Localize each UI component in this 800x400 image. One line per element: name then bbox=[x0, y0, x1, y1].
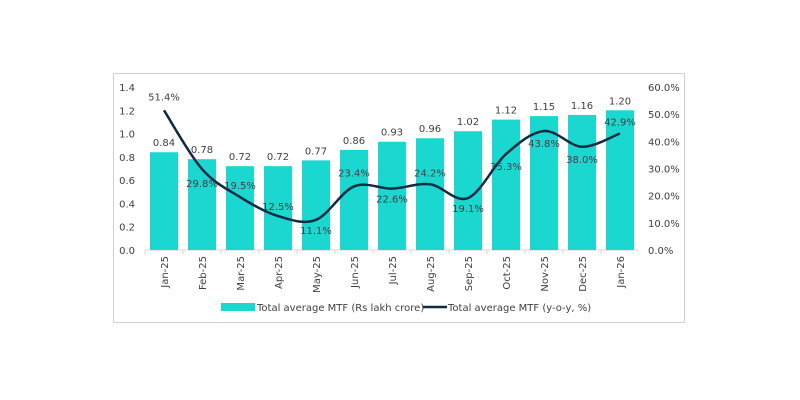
bar-data-label: 1.02 bbox=[457, 117, 479, 128]
right-axis-tick: 60.0% bbox=[648, 83, 680, 94]
bar-data-label: 0.72 bbox=[229, 152, 251, 163]
bar bbox=[492, 119, 520, 250]
x-axis-tick: Aug-25 bbox=[426, 256, 437, 292]
x-axis-tick: Dec-25 bbox=[578, 256, 589, 292]
line-data-label: 42.9% bbox=[604, 117, 636, 128]
right-axis-tick: 50.0% bbox=[648, 110, 680, 121]
line-data-label: 43.8% bbox=[528, 139, 560, 150]
x-axis-tick: Mar-25 bbox=[236, 256, 247, 291]
left-axis-tick: 0.8 bbox=[119, 153, 135, 164]
chart-frame bbox=[113, 73, 685, 323]
bar bbox=[568, 114, 596, 250]
bar bbox=[530, 116, 558, 250]
bar-data-label: 0.72 bbox=[267, 152, 289, 163]
bar-data-label: 0.84 bbox=[153, 138, 175, 149]
line-data-label: 35.3% bbox=[490, 162, 522, 173]
bar bbox=[264, 166, 292, 250]
line-data-label: 29.8% bbox=[186, 179, 218, 190]
legend-bar-label: Total average MTF (Rs lakh crore) bbox=[256, 303, 424, 314]
bar-data-label: 0.93 bbox=[381, 128, 403, 139]
right-axis-tick: 20.0% bbox=[648, 192, 680, 203]
x-axis-tick: Apr-25 bbox=[274, 256, 285, 289]
bar bbox=[416, 138, 444, 250]
left-axis-tick: 0.4 bbox=[119, 199, 135, 210]
line-data-label: 19.1% bbox=[452, 204, 484, 215]
bar-data-label: 1.20 bbox=[609, 96, 631, 107]
right-axis-tick: 40.0% bbox=[648, 137, 680, 148]
bar-data-label: 0.77 bbox=[305, 146, 327, 157]
left-axis-tick: 1.4 bbox=[119, 83, 135, 94]
x-axis-tick: Nov-25 bbox=[540, 256, 551, 292]
bar-data-label: 1.15 bbox=[533, 102, 555, 113]
x-axis-tick: Sep-25 bbox=[464, 256, 475, 291]
bar bbox=[188, 159, 216, 250]
line-data-label: 11.1% bbox=[300, 226, 332, 237]
bar bbox=[340, 149, 368, 250]
right-axis-tick: 30.0% bbox=[648, 165, 680, 176]
bar bbox=[606, 110, 634, 251]
bar bbox=[150, 152, 178, 250]
x-axis-tick: Jun-25 bbox=[350, 256, 361, 289]
left-axis-tick: 1.2 bbox=[119, 106, 135, 117]
bar bbox=[302, 160, 330, 250]
right-axis-tick: 0.0% bbox=[648, 246, 673, 257]
left-axis-tick: 1.0 bbox=[119, 130, 135, 141]
line-data-label: 51.4% bbox=[148, 92, 180, 103]
line-data-label: 19.5% bbox=[224, 181, 256, 192]
line-data-label: 24.2% bbox=[414, 168, 446, 179]
x-axis-tick: Oct-25 bbox=[502, 256, 513, 290]
x-axis-tick: Jan-25 bbox=[160, 256, 171, 289]
line-data-label: 23.4% bbox=[338, 168, 370, 179]
left-axis-tick: 0.6 bbox=[119, 176, 135, 187]
x-axis-tick: May-25 bbox=[312, 256, 323, 293]
legend-bar-swatch bbox=[221, 303, 255, 311]
x-axis-tick: Feb-25 bbox=[198, 256, 209, 290]
x-axis-tick: Jan-26 bbox=[616, 256, 627, 289]
yoy-line bbox=[162, 109, 621, 224]
bar bbox=[378, 141, 406, 250]
bar-data-label: 0.78 bbox=[191, 145, 213, 156]
line-data-label: 22.6% bbox=[376, 195, 408, 206]
bar bbox=[226, 166, 254, 250]
bar-data-label: 0.96 bbox=[419, 124, 441, 135]
x-axis-tick: Jul-25 bbox=[388, 256, 399, 285]
right-axis-tick: 10.0% bbox=[648, 219, 680, 230]
bar-data-label: 0.86 bbox=[343, 136, 365, 147]
bar-data-label: 1.12 bbox=[495, 106, 517, 117]
bar-data-label: 1.16 bbox=[571, 101, 593, 112]
left-axis-tick: 0.0 bbox=[119, 246, 135, 257]
left-axis-tick: 0.2 bbox=[119, 223, 135, 234]
line-data-label: 12.5% bbox=[262, 202, 294, 213]
legend-line-label: Total average MTF (y-o-y, %) bbox=[447, 303, 591, 314]
line-data-label: 38.0% bbox=[566, 155, 598, 166]
